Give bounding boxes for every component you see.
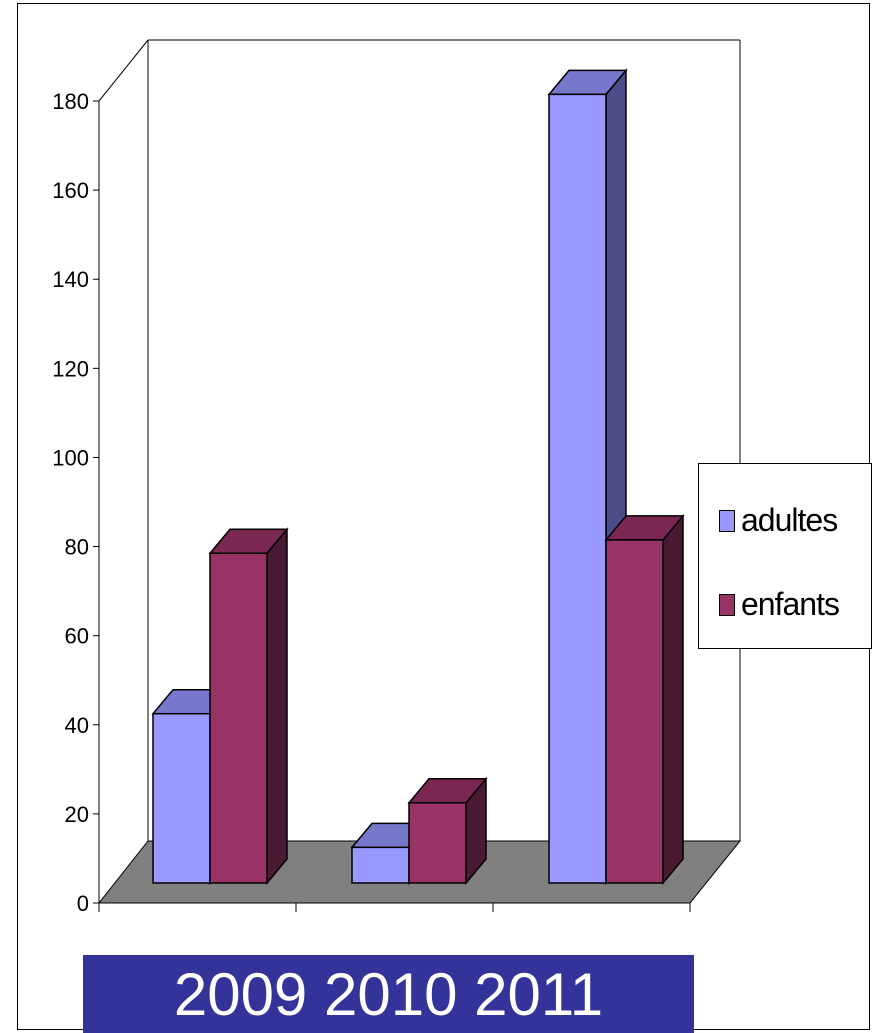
bar-front-face	[606, 540, 663, 883]
y-tick-label: 160	[52, 178, 89, 203]
year-banner: 2009 2010 2011	[83, 955, 694, 1033]
legend-label-adultes: adultes	[741, 502, 837, 539]
bar-front-face	[409, 803, 466, 883]
bar-front-face	[352, 847, 409, 883]
y-tick-label: 80	[65, 535, 89, 560]
y-tick-label: 180	[52, 89, 89, 114]
y-tick-label: 20	[65, 802, 89, 827]
y-tick-label: 140	[52, 267, 89, 292]
bar-enfants-2009	[210, 529, 287, 883]
bar-front-face	[153, 714, 210, 883]
y-tick-label: 120	[52, 356, 89, 381]
y-tick-label: 60	[65, 624, 89, 649]
legend-item-enfants: enfants	[719, 586, 839, 623]
y-tick-label: 40	[65, 713, 89, 738]
bar-enfants-2010	[409, 779, 486, 883]
y-tick-label: 0	[77, 891, 89, 916]
legend-item-adultes: adultes	[719, 502, 837, 539]
legend-label-enfants: enfants	[741, 586, 839, 623]
legend-swatch-enfants	[719, 594, 735, 616]
y-tick-label: 100	[52, 445, 89, 470]
bar-front-face	[549, 94, 606, 883]
side-wall-top-edge	[99, 40, 148, 101]
bar-enfants-2011	[606, 516, 683, 883]
bar-front-face	[210, 553, 267, 883]
legend-swatch-adultes	[719, 510, 735, 532]
year-banner-text: 2009 2010 2011	[174, 960, 603, 1029]
bar-side-face	[663, 516, 683, 883]
bar-side-face	[267, 529, 287, 883]
legend: adultes enfants	[698, 463, 872, 649]
